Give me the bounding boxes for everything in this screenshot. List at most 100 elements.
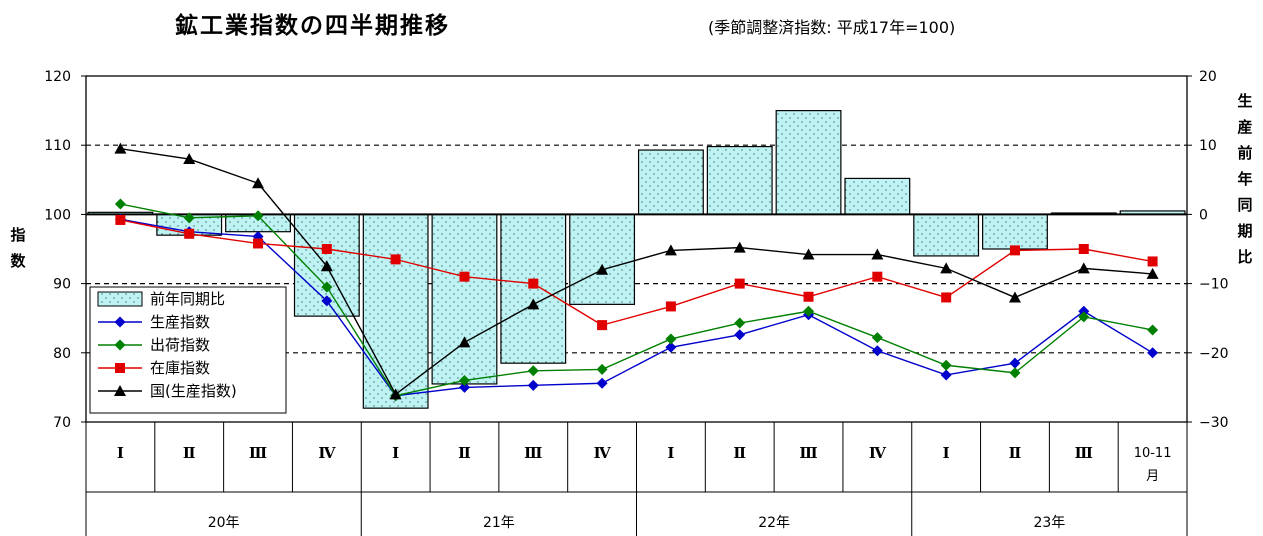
tick-label-right: 10 [1199, 138, 1217, 154]
year-label: 22年 [758, 515, 790, 531]
point-s0-14 [1078, 305, 1090, 317]
category-label: 10-11 [1134, 446, 1172, 461]
point-s2-5 [459, 271, 470, 282]
bar-yoy-5 [431, 213, 498, 385]
legend-label: 出荷指数 [150, 336, 210, 354]
right-axis-label-char: 年 [1237, 170, 1252, 188]
point-s0-7 [596, 377, 608, 389]
point-s1-7 [596, 363, 608, 375]
point-s0-11 [871, 345, 883, 357]
point-s2-8 [665, 301, 676, 312]
tick-label-left: 70 [53, 415, 71, 431]
bar-yoy-6 [500, 213, 567, 364]
legend-label: 前年同期比 [150, 290, 225, 308]
legend-swatch-yoy [97, 291, 143, 307]
category-label: Ⅰ [943, 444, 950, 462]
point-s3-10 [802, 248, 815, 260]
tick-label-right: 0 [1199, 207, 1208, 223]
category-label: Ⅳ [318, 444, 336, 462]
point-s1-15 [1147, 324, 1159, 336]
right-axis-label-char: 産 [1237, 118, 1252, 136]
bar-yoy-9 [706, 145, 773, 216]
bar-yoy-7 [569, 213, 636, 305]
point-s0-3 [321, 295, 333, 307]
point-s2-7 [597, 320, 608, 331]
bar-yoy-13 [982, 213, 1048, 250]
right-axis-label-char: 期 [1237, 222, 1252, 240]
bar-yoy-11 [844, 177, 911, 216]
point-s2-14 [1078, 244, 1089, 254]
point-s2-1 [184, 228, 195, 239]
category-label: Ⅲ [1075, 444, 1093, 462]
category-label: Ⅲ [524, 444, 542, 462]
point-s2-15 [1147, 256, 1158, 267]
tick-label-left: 100 [44, 207, 71, 223]
series-line-1 [120, 203, 1153, 397]
tick-label-left: 80 [53, 346, 71, 362]
category-label: Ⅲ [799, 444, 817, 462]
tick-label-left: 110 [44, 138, 71, 154]
point-s2-9 [734, 278, 745, 289]
bar-yoy-10 [775, 109, 842, 216]
point-s3-14 [1077, 262, 1090, 274]
point-s3-5 [458, 336, 471, 348]
legend-label: 国(生産指数) [150, 382, 237, 400]
point-s3-3 [320, 260, 333, 272]
legend-marker-2 [115, 363, 125, 373]
left-axis-label-char: 指 [10, 226, 25, 244]
right-axis-label-char: 生 [1237, 92, 1252, 110]
point-s2-3 [321, 244, 332, 254]
point-s2-11 [872, 271, 883, 282]
legend-label: 在庫指数 [150, 359, 210, 377]
tick-label-right: −10 [1199, 277, 1229, 293]
point-s3-6 [527, 298, 540, 310]
right-axis-label-char: 同 [1237, 196, 1252, 214]
point-s1-1 [183, 212, 195, 224]
chart-subtitle: (季節調整済指数: 平成17年=100) [708, 18, 956, 37]
bar-yoy-4 [362, 213, 429, 409]
point-s1-10 [803, 305, 815, 317]
left-axis-label-char: 数 [10, 252, 26, 270]
point-s2-4 [390, 254, 401, 265]
point-s3-12 [940, 262, 953, 274]
chart-title: 鉱工業指数の四半期推移 [175, 13, 450, 39]
point-s0-9 [734, 329, 746, 341]
category-label: Ⅱ [733, 444, 746, 462]
point-s1-5 [458, 374, 470, 386]
point-s3-11 [871, 248, 884, 260]
right-axis-label-char: 前 [1237, 144, 1252, 162]
point-s0-5 [458, 381, 470, 393]
point-s1-14 [1078, 311, 1090, 323]
category-label: Ⅱ [458, 444, 471, 462]
category-label: 月 [1146, 469, 1159, 484]
point-s1-6 [527, 365, 539, 377]
point-s3-13 [1008, 291, 1021, 303]
tick-label-right: 20 [1199, 69, 1217, 85]
point-s2-6 [528, 278, 539, 289]
tick-label-right: −20 [1199, 346, 1229, 362]
point-s1-9 [734, 317, 746, 329]
series-line-3 [120, 147, 1153, 396]
year-label: 21年 [483, 515, 515, 531]
point-s2-0 [115, 214, 126, 225]
point-s0-8 [665, 341, 677, 353]
legend-label: 生産指数 [150, 313, 210, 331]
category-label: Ⅱ [183, 444, 196, 462]
point-s1-13 [1009, 367, 1021, 379]
category-label: Ⅳ [594, 444, 612, 462]
right-axis-label-char: 比 [1237, 248, 1252, 266]
point-s3-9 [733, 241, 746, 253]
point-s1-11 [871, 332, 883, 344]
tick-label-left: 120 [44, 69, 71, 85]
point-s0-6 [527, 379, 539, 391]
point-s3-4 [389, 388, 402, 400]
point-s0-13 [1009, 357, 1021, 369]
tick-label-left: 90 [53, 277, 71, 293]
point-s1-8 [665, 333, 677, 345]
legend-marker-1 [114, 339, 126, 351]
category-label: Ⅲ [249, 444, 267, 462]
tick-label-right: −30 [1199, 415, 1229, 431]
point-s1-3 [321, 281, 333, 293]
point-s0-15 [1147, 347, 1159, 359]
point-s0-12 [940, 369, 952, 381]
